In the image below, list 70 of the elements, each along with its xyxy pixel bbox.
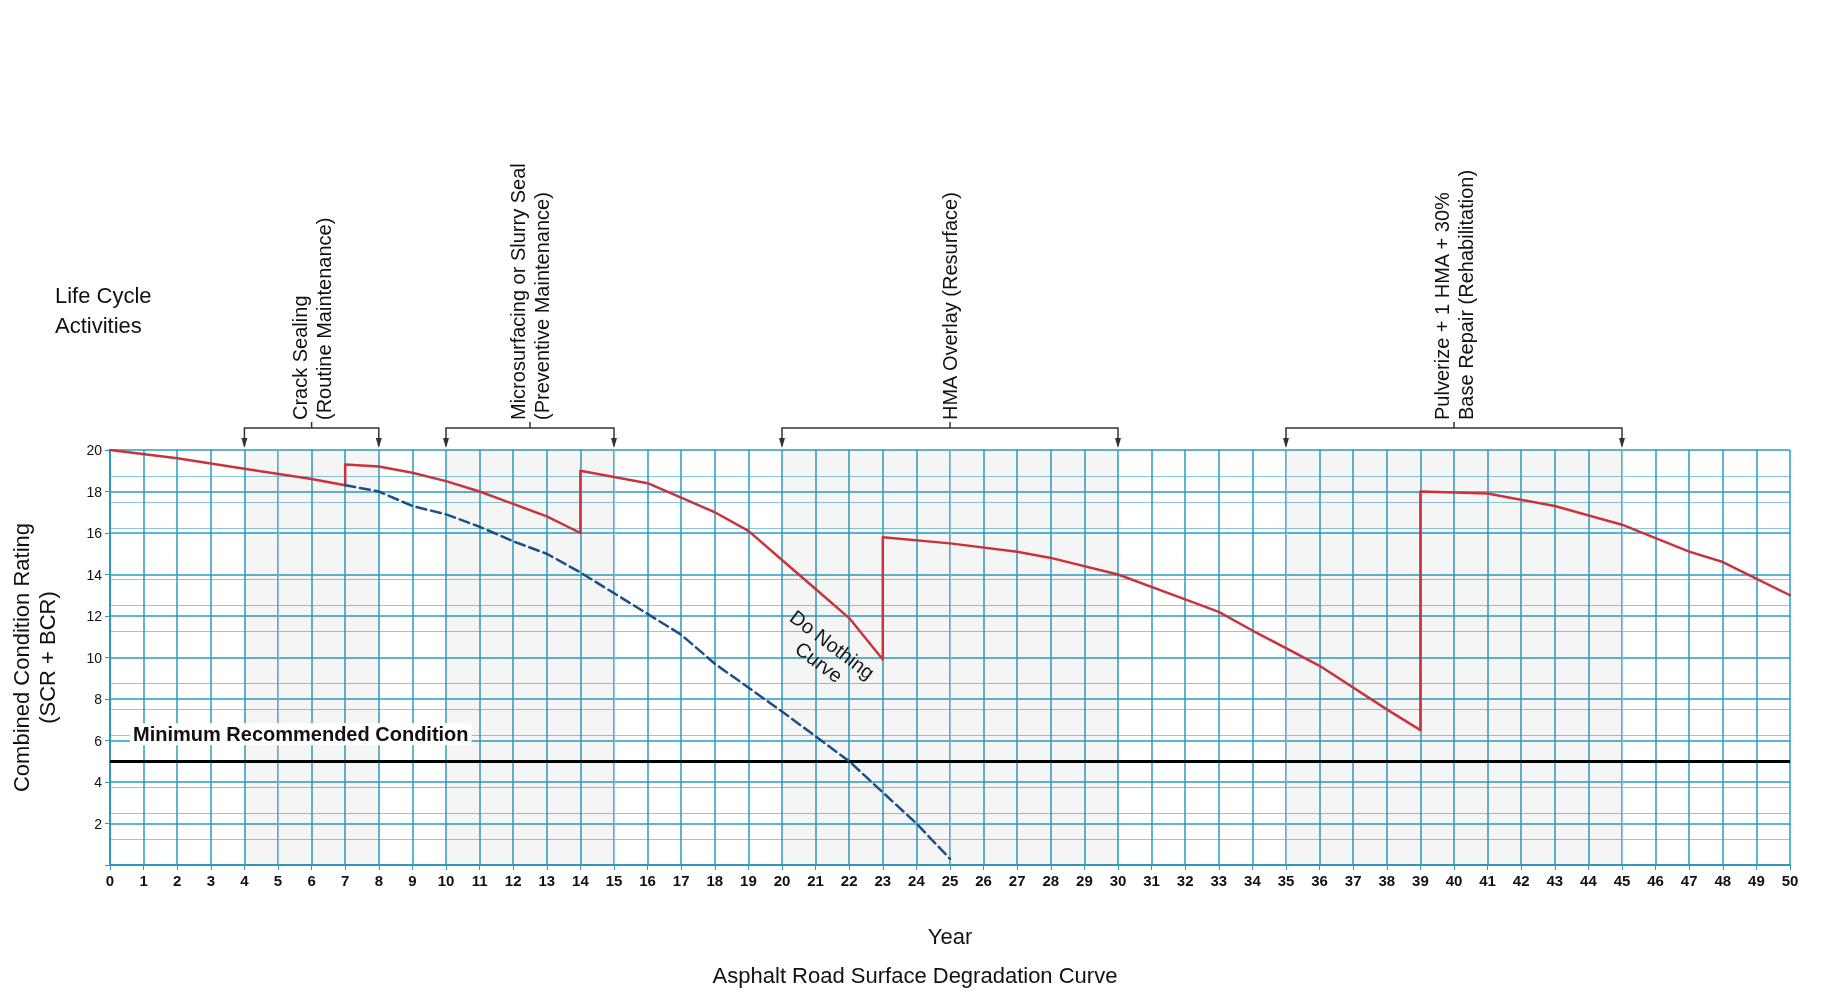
y-tick-label: 2: [94, 815, 103, 832]
x-tick-label: 37: [1344, 872, 1362, 889]
band-label: Pulverize + 1 HMA + 30% Base Repair (Rehabilitation): [1431, 169, 1477, 420]
x-tick-label: 26: [975, 872, 992, 889]
x-tick-label: 49: [1748, 872, 1765, 889]
x-tick-label: 18: [706, 872, 724, 889]
x-tick-label: 4: [240, 872, 250, 889]
x-tick-label: 38: [1378, 872, 1396, 889]
x-tick-label: 48: [1714, 872, 1732, 889]
x-tick-label: 46: [1647, 872, 1664, 889]
x-tick-label: 29: [1076, 872, 1093, 889]
x-tick-label: 24: [908, 872, 926, 889]
x-tick-label: 42: [1512, 872, 1530, 889]
x-tick-label: 2: [173, 872, 182, 889]
x-tick-label: 31: [1143, 872, 1160, 889]
x-tick-label: 30: [1109, 872, 1127, 889]
x-tick-label: 0: [105, 872, 115, 889]
x-tick-label: 15: [605, 872, 623, 889]
x-tick-label: 33: [1210, 872, 1228, 889]
x-tick-label: 47: [1680, 872, 1698, 889]
y-tick-label: 18: [86, 483, 103, 500]
x-tick-label: 32: [1176, 872, 1194, 889]
text: Asphalt Road Surface Degradation Curve: [712, 962, 1118, 988]
y-tick-label: 8: [94, 691, 103, 707]
x-axis-title: Year: [927, 923, 973, 949]
x-tick-label: 36: [1311, 872, 1328, 889]
y-tick-label: 12: [86, 608, 103, 624]
x-tick-label: 28: [1042, 872, 1060, 889]
x-tick-label: 5: [273, 872, 283, 889]
x-tick-label: 22: [840, 872, 858, 889]
x-tick-label: 44: [1580, 872, 1598, 889]
y-tick-label: 14: [86, 566, 103, 583]
x-tick-label: 1: [139, 872, 148, 889]
x-tick-label: 50: [1781, 872, 1799, 889]
y-tick-label: 20: [86, 442, 103, 458]
x-tick-label: 10: [437, 872, 455, 889]
y-axis-title: Combined Condition Rating (SCR + BCR): [8, 522, 60, 793]
x-tick-label: 14: [572, 872, 590, 889]
x-tick-label: 8: [374, 872, 383, 889]
y-tick-label: 4: [94, 774, 103, 790]
x-tick-label: 41: [1479, 872, 1496, 889]
x-tick-label: 27: [1008, 872, 1026, 889]
y-tick-label: 10: [86, 649, 103, 666]
x-tick-label: 40: [1445, 872, 1463, 889]
x-tick-label: 34: [1244, 872, 1262, 889]
x-tick-label: 16: [639, 872, 656, 889]
y-tick-label: 6: [94, 732, 103, 749]
x-tick-label: 9: [408, 872, 417, 889]
x-tick-label: 35: [1277, 872, 1295, 889]
x-tick-label: 20: [773, 872, 791, 889]
x-tick-label: 23: [874, 872, 892, 889]
x-tick-label: 39: [1412, 872, 1429, 889]
x-tick-label: 17: [672, 872, 690, 889]
x-tick-label: 6: [307, 872, 316, 889]
x-tick-label: 3: [206, 872, 215, 889]
band-label: Microsurfacing or Slurry Seal (Preventive Maintenance): [507, 163, 553, 420]
x-tick-label: 25: [941, 872, 959, 889]
x-tick-label: 43: [1546, 872, 1564, 889]
x-tick-label: 7: [341, 872, 350, 889]
text: Life Cycle Activities: [55, 282, 152, 338]
x-tick-label: 45: [1613, 872, 1631, 889]
y-tick-label: 16: [86, 525, 103, 541]
x-tick-label: 13: [538, 872, 556, 889]
x-tick-label: 21: [807, 872, 824, 889]
x-tick-label: 19: [740, 872, 757, 889]
band-label: HMA Overlay (Resurface): [939, 192, 961, 420]
x-tick-label: 11: [471, 872, 488, 889]
x-tick-label: 12: [504, 872, 522, 889]
band-label: Crack Sealing (Routine Maintenance): [288, 217, 335, 420]
ref-line-label: Minimum Recommended Condition: [133, 723, 469, 746]
